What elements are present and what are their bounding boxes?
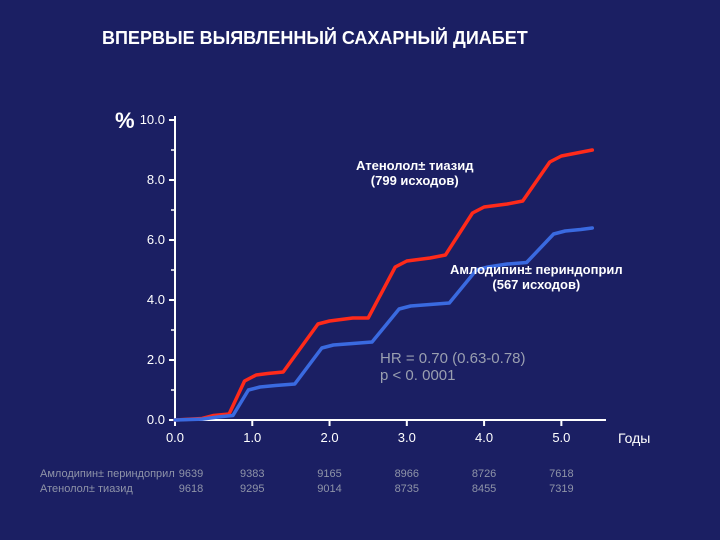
risk-cell: 9383 [232,468,272,480]
y-tick-label: 4.0 [147,292,165,307]
risk-cell: 9618 [171,483,211,495]
risk-cell: 7319 [541,483,581,495]
y-tick-label: 8.0 [147,172,165,187]
risk-cell: 7618 [541,468,581,480]
x-tick-label: 0.0 [160,430,190,445]
risk-cell: 8735 [387,483,427,495]
x-tick-label: 4.0 [469,430,499,445]
y-tick-label: 6.0 [147,232,165,247]
x-tick-label: 5.0 [546,430,576,445]
x-tick-label: 3.0 [392,430,422,445]
x-tick-label: 2.0 [315,430,345,445]
series-label-atenolol: Атенолол± тиазид(799 исходов) [356,158,473,188]
risk-row-label: Атенолол± тиазид [40,483,133,495]
hr-stats: HR = 0.70 (0.63-0.78)p < 0. 0001 [380,350,526,384]
risk-cell: 8726 [464,468,504,480]
y-tick-label: 2.0 [147,352,165,367]
risk-cell: 8966 [387,468,427,480]
risk-cell: 9639 [171,468,211,480]
x-tick-label: 1.0 [237,430,267,445]
risk-cell: 9014 [310,483,350,495]
risk-cell: 8455 [464,483,504,495]
risk-cell: 9295 [232,483,272,495]
series-label-amlodipine: Амлодипин± периндоприл(567 исходов) [450,262,623,292]
y-tick-label: 0.0 [147,412,165,427]
y-tick-label: 10.0 [140,112,165,127]
risk-cell: 9165 [310,468,350,480]
risk-row-label: Амлодипин± периндоприл [40,468,175,480]
